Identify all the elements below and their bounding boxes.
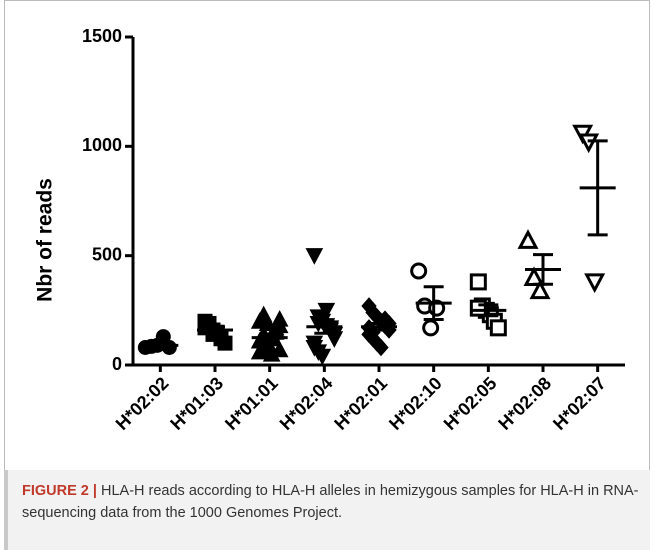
- point: [584, 273, 606, 294]
- x-tick-label: H*02:08: [494, 373, 555, 434]
- caption: FIGURE 2 | HLA-H reads according to HLA-…: [4, 470, 650, 550]
- point: [529, 279, 551, 300]
- x-tick-label: H*02:02: [112, 373, 173, 434]
- y-tick-label: 1500: [82, 26, 122, 46]
- figure-frame: [4, 0, 650, 470]
- y-tick-label: 1000: [82, 135, 122, 155]
- point: [469, 273, 487, 291]
- point: [489, 319, 507, 337]
- point: [305, 340, 324, 357]
- point: [410, 262, 428, 280]
- caption-label: FIGURE 2 |: [22, 483, 97, 499]
- chart: Nbr of reads 050010001500H*02:02H*01:03H…: [34, 26, 625, 434]
- x-tick-label: H*02:04: [276, 373, 337, 434]
- point: [262, 345, 281, 362]
- point: [469, 299, 487, 317]
- x-tick-label: H*02:05: [440, 373, 501, 434]
- y-tick-label: 500: [92, 244, 122, 264]
- x-tick-label: H*01:01: [221, 373, 282, 434]
- point: [313, 348, 332, 366]
- point: [517, 229, 539, 249]
- point: [325, 331, 344, 348]
- x-tick-label: H*02:10: [385, 373, 446, 434]
- y-axis-label: Nbr of reads: [34, 178, 57, 302]
- point: [373, 338, 389, 357]
- point: [217, 335, 233, 351]
- x-tick-label: H*02:01: [330, 373, 391, 434]
- point: [270, 310, 289, 327]
- y-tick-label: 0: [112, 354, 122, 374]
- point: [422, 319, 440, 337]
- caption-text: HLA-H reads according to HLA-H alleles i…: [22, 483, 639, 521]
- point: [578, 133, 600, 154]
- x-tick-label: H*01:03: [166, 373, 227, 434]
- point: [317, 302, 336, 320]
- x-tick-label: H*02:07: [549, 373, 610, 434]
- point: [305, 248, 324, 265]
